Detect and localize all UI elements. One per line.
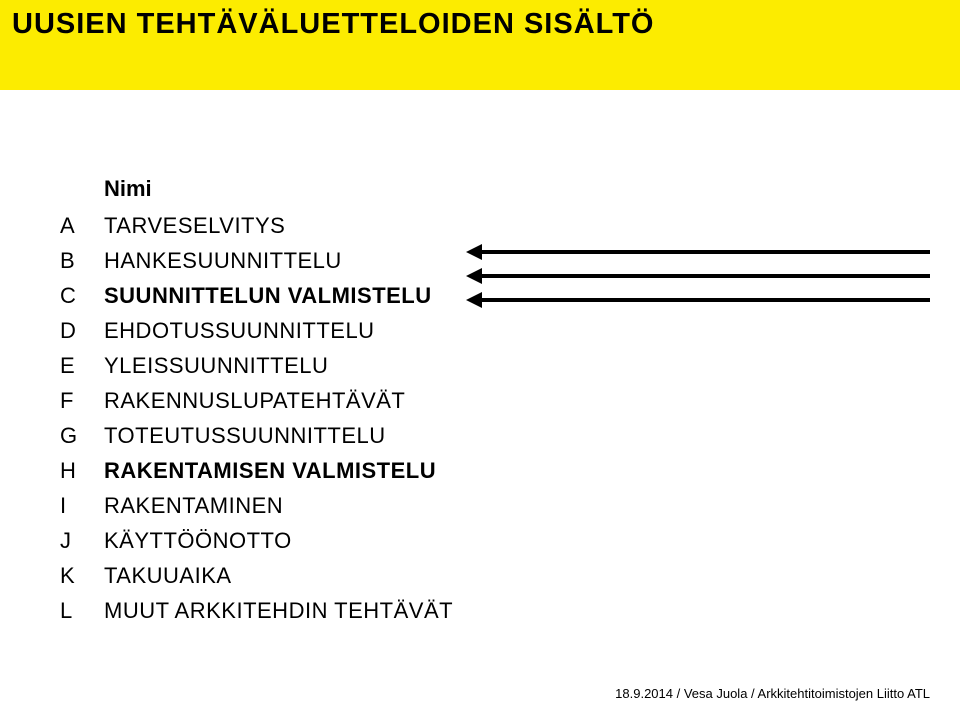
row-label: TOTEUTUSSUUNNITTELU	[104, 423, 386, 449]
page-title: UUSIEN TEHTÄVÄLUETTELOIDEN SISÄLTÖ	[12, 8, 948, 41]
row-letter: E	[60, 353, 104, 379]
row-letter: B	[60, 248, 104, 274]
arrow-line	[480, 250, 930, 254]
row-label: KÄYTTÖÖNOTTO	[104, 528, 292, 554]
row-letter: D	[60, 318, 104, 344]
arrow-line	[480, 274, 930, 278]
row-letter: I	[60, 493, 104, 519]
header-bar: UUSIEN TEHTÄVÄLUETTELOIDEN SISÄLTÖ	[0, 0, 960, 90]
arrow-line	[480, 298, 930, 302]
arrow-head-icon	[466, 244, 482, 260]
row-letter: G	[60, 423, 104, 449]
row-label: HANKESUUNNITTELU	[104, 248, 342, 274]
arrows-container	[480, 250, 930, 322]
list-row: GTOTEUTUSSUUNNITTELU	[60, 418, 920, 453]
row-label: YLEISSUUNNITTELU	[104, 353, 328, 379]
list-row: KTAKUUAIKA	[60, 558, 920, 593]
row-letter: J	[60, 528, 104, 554]
list-row: HRAKENTAMISEN VALMISTELU	[60, 453, 920, 488]
column-header: Nimi	[104, 176, 920, 202]
row-label: RAKENTAMISEN VALMISTELU	[104, 458, 436, 484]
row-letter: A	[60, 213, 104, 239]
arrow-head-icon	[466, 292, 482, 308]
row-label: RAKENNUSLUPATEHTÄVÄT	[104, 388, 405, 414]
list-row: JKÄYTTÖÖNOTTO	[60, 523, 920, 558]
row-label: EHDOTUSSUUNNITTELU	[104, 318, 375, 344]
content-area: Nimi ATARVESELVITYSBHANKESUUNNITTELUCSUU…	[60, 176, 920, 628]
arrow-head-icon	[466, 268, 482, 284]
row-letter: F	[60, 388, 104, 414]
row-label: TARVESELVITYS	[104, 213, 285, 239]
list-row: EYLEISSUUNNITTELU	[60, 348, 920, 383]
list-row: LMUUT ARKKITEHDIN TEHTÄVÄT	[60, 593, 920, 628]
row-letter: L	[60, 598, 104, 624]
row-label: MUUT ARKKITEHDIN TEHTÄVÄT	[104, 598, 453, 624]
list-row: IRAKENTAMINEN	[60, 488, 920, 523]
row-label: SUUNNITTELUN VALMISTELU	[104, 283, 432, 309]
row-letter: H	[60, 458, 104, 484]
list-row: ATARVESELVITYS	[60, 208, 920, 243]
row-letter: C	[60, 283, 104, 309]
footer-text: 18.9.2014 / Vesa Juola / Arkkitehtitoimi…	[615, 686, 930, 701]
row-label: TAKUUAIKA	[104, 563, 232, 589]
row-label: RAKENTAMINEN	[104, 493, 283, 519]
list-row: FRAKENNUSLUPATEHTÄVÄT	[60, 383, 920, 418]
row-letter: K	[60, 563, 104, 589]
